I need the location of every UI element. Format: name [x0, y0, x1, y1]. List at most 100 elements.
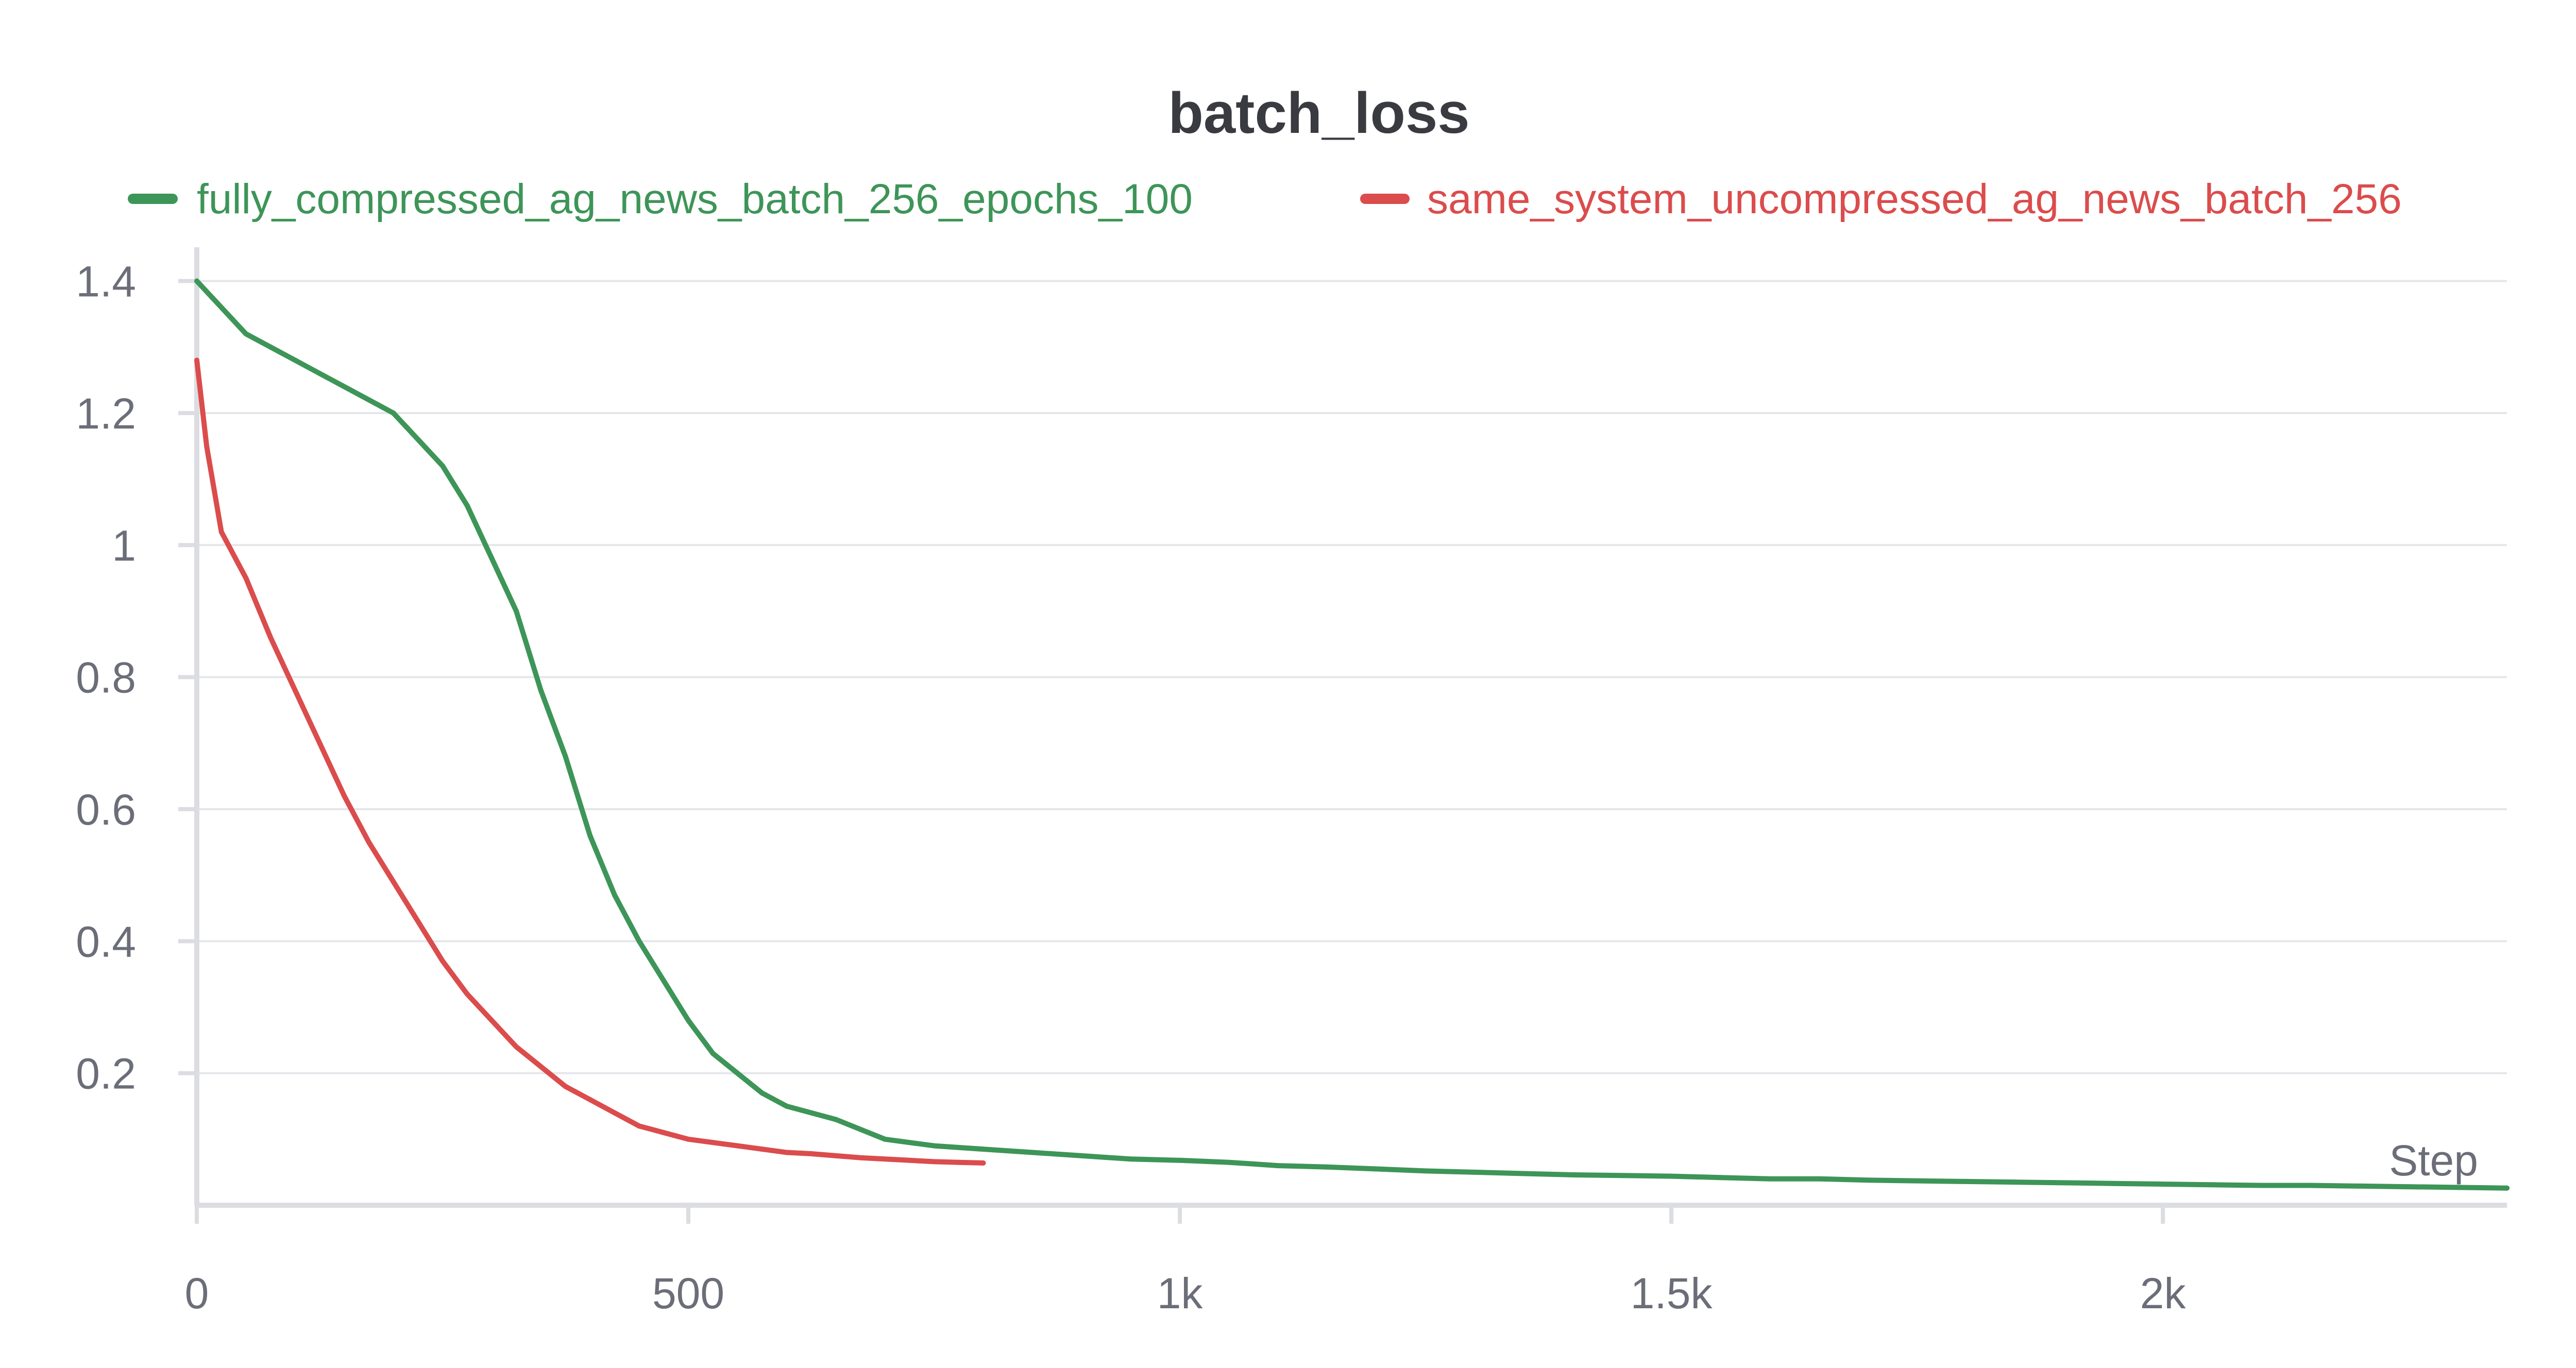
series-0-point-1[interactable]	[218, 304, 224, 310]
series-1-point-32[interactable]	[956, 1159, 961, 1165]
series-0-point-29[interactable]	[931, 1143, 937, 1149]
series-0-point-16[interactable]	[587, 833, 593, 839]
series-1-point-28[interactable]	[857, 1155, 863, 1160]
series-0-point-27[interactable]	[857, 1126, 863, 1132]
series-1-point-14[interactable]	[514, 1044, 519, 1050]
series-0-point-21[interactable]	[710, 1051, 716, 1056]
series-1-point-15[interactable]	[538, 1064, 544, 1069]
legend-item-same-system-uncompressed[interactable]: same_system_uncompressed_ag_news_batch_2…	[1360, 176, 2402, 223]
series-0-point-39[interactable]	[1423, 1168, 1429, 1174]
series-1-point-23[interactable]	[735, 1143, 740, 1149]
series-0-point-58[interactable]	[2357, 1183, 2362, 1189]
series-1-point-26[interactable]	[808, 1151, 814, 1157]
series-1-point-17[interactable]	[587, 1097, 593, 1102]
series-0-point-20[interactable]	[686, 1018, 691, 1023]
series-0-point-25[interactable]	[808, 1110, 814, 1116]
series-0-point-38[interactable]	[1374, 1166, 1379, 1172]
series-0-point-42[interactable]	[1570, 1172, 1576, 1178]
series-0-point-51[interactable]	[2012, 1179, 2018, 1185]
series-1-point-0[interactable]	[194, 357, 199, 363]
legend-item-fully-compressed[interactable]: fully_compressed_ag_news_batch_256_epoch…	[128, 176, 1193, 223]
series-0-point-14[interactable]	[538, 688, 544, 693]
series-0-point-4[interactable]	[292, 357, 298, 363]
series-1-point-2[interactable]	[218, 529, 224, 535]
series-1-point-20[interactable]	[661, 1130, 667, 1136]
series-0-point-45[interactable]	[1718, 1175, 1723, 1181]
series-0-point-54[interactable]	[2160, 1181, 2166, 1187]
series-0-point-37[interactable]	[1325, 1164, 1330, 1170]
series-1-point-31[interactable]	[931, 1159, 937, 1165]
series-1-point-4[interactable]	[268, 635, 274, 640]
series-1-point-25[interactable]	[784, 1150, 789, 1155]
series-0-point-35[interactable]	[1226, 1159, 1232, 1165]
series-0-point-3[interactable]	[268, 344, 274, 350]
series-0-point-31[interactable]	[1029, 1150, 1035, 1155]
series-1-point-7[interactable]	[342, 793, 347, 799]
series-1-point-8[interactable]	[366, 840, 371, 845]
series-0-point-26[interactable]	[833, 1117, 839, 1122]
series-0-point-52[interactable]	[2062, 1180, 2067, 1186]
series-1-point-11[interactable]	[440, 958, 446, 964]
series-1-point-3[interactable]	[243, 575, 249, 581]
series-0-point-17[interactable]	[612, 892, 617, 898]
series-0-point-44[interactable]	[1669, 1173, 1674, 1179]
series-1-point-16[interactable]	[563, 1084, 568, 1089]
series-0-point-7[interactable]	[366, 397, 371, 403]
series-0-point-40[interactable]	[1472, 1169, 1478, 1175]
series-1-point-27[interactable]	[833, 1153, 839, 1158]
series-line-1[interactable]	[194, 357, 986, 1166]
series-0-point-61[interactable]	[2504, 1185, 2510, 1191]
series-1-point-33[interactable]	[980, 1160, 986, 1166]
series-0-point-22[interactable]	[735, 1070, 740, 1076]
series-0-point-19[interactable]	[661, 978, 667, 984]
series-0-point-8[interactable]	[391, 410, 396, 416]
series-0-point-33[interactable]	[1128, 1156, 1133, 1162]
series-0-point-9[interactable]	[415, 437, 421, 442]
series-1-point-22[interactable]	[710, 1140, 716, 1145]
series-0-point-10[interactable]	[440, 463, 446, 469]
series-0-point-60[interactable]	[2455, 1185, 2461, 1190]
series-0-point-49[interactable]	[1914, 1178, 1920, 1184]
series-1-point-19[interactable]	[636, 1123, 642, 1129]
series-1-point-21[interactable]	[686, 1136, 691, 1142]
series-0-point-47[interactable]	[1816, 1176, 1822, 1182]
series-1-point-10[interactable]	[415, 918, 421, 924]
series-0-point-6[interactable]	[342, 384, 347, 389]
series-0-point-13[interactable]	[514, 608, 519, 614]
series-0-point-34[interactable]	[1177, 1157, 1183, 1163]
series-0-point-59[interactable]	[2406, 1184, 2412, 1190]
series-0-point-56[interactable]	[2258, 1183, 2264, 1188]
series-1-point-18[interactable]	[612, 1110, 617, 1116]
series-0-point-41[interactable]	[1521, 1171, 1527, 1176]
series-0-point-46[interactable]	[1767, 1176, 1772, 1182]
series-0-point-57[interactable]	[2308, 1183, 2313, 1188]
series-0-point-43[interactable]	[1619, 1173, 1625, 1178]
series-0-point-36[interactable]	[1275, 1163, 1281, 1169]
series-0-point-30[interactable]	[980, 1147, 986, 1152]
series-1-point-1[interactable]	[204, 443, 210, 449]
series-0-point-5[interactable]	[317, 371, 323, 377]
series-0-point-18[interactable]	[636, 938, 642, 944]
series-1-point-5[interactable]	[292, 688, 298, 693]
series-0-point-48[interactable]	[1865, 1177, 1871, 1183]
series-1-point-12[interactable]	[464, 991, 470, 997]
series-0-point-32[interactable]	[1079, 1153, 1084, 1158]
series-0-point-0[interactable]	[194, 278, 199, 284]
series-0-point-11[interactable]	[464, 503, 470, 508]
series-0-point-23[interactable]	[759, 1090, 765, 1096]
series-1-point-24[interactable]	[759, 1147, 765, 1152]
series-1-point-6[interactable]	[317, 740, 323, 746]
series-0-point-55[interactable]	[2209, 1182, 2215, 1188]
series-0-point-24[interactable]	[784, 1103, 789, 1109]
series-0-point-28[interactable]	[882, 1136, 888, 1142]
series-0-point-53[interactable]	[2111, 1181, 2116, 1186]
series-1-point-13[interactable]	[489, 1018, 495, 1023]
series-0-point-50[interactable]	[1963, 1178, 1969, 1184]
series-1-point-9[interactable]	[391, 879, 396, 884]
series-1-point-29[interactable]	[882, 1156, 888, 1162]
series-0-point-15[interactable]	[563, 754, 568, 759]
series-1-point-30[interactable]	[907, 1157, 912, 1163]
series-line-0[interactable]	[194, 278, 2510, 1191]
series-0-point-2[interactable]	[243, 331, 249, 337]
series-0-point-12[interactable]	[489, 555, 495, 561]
